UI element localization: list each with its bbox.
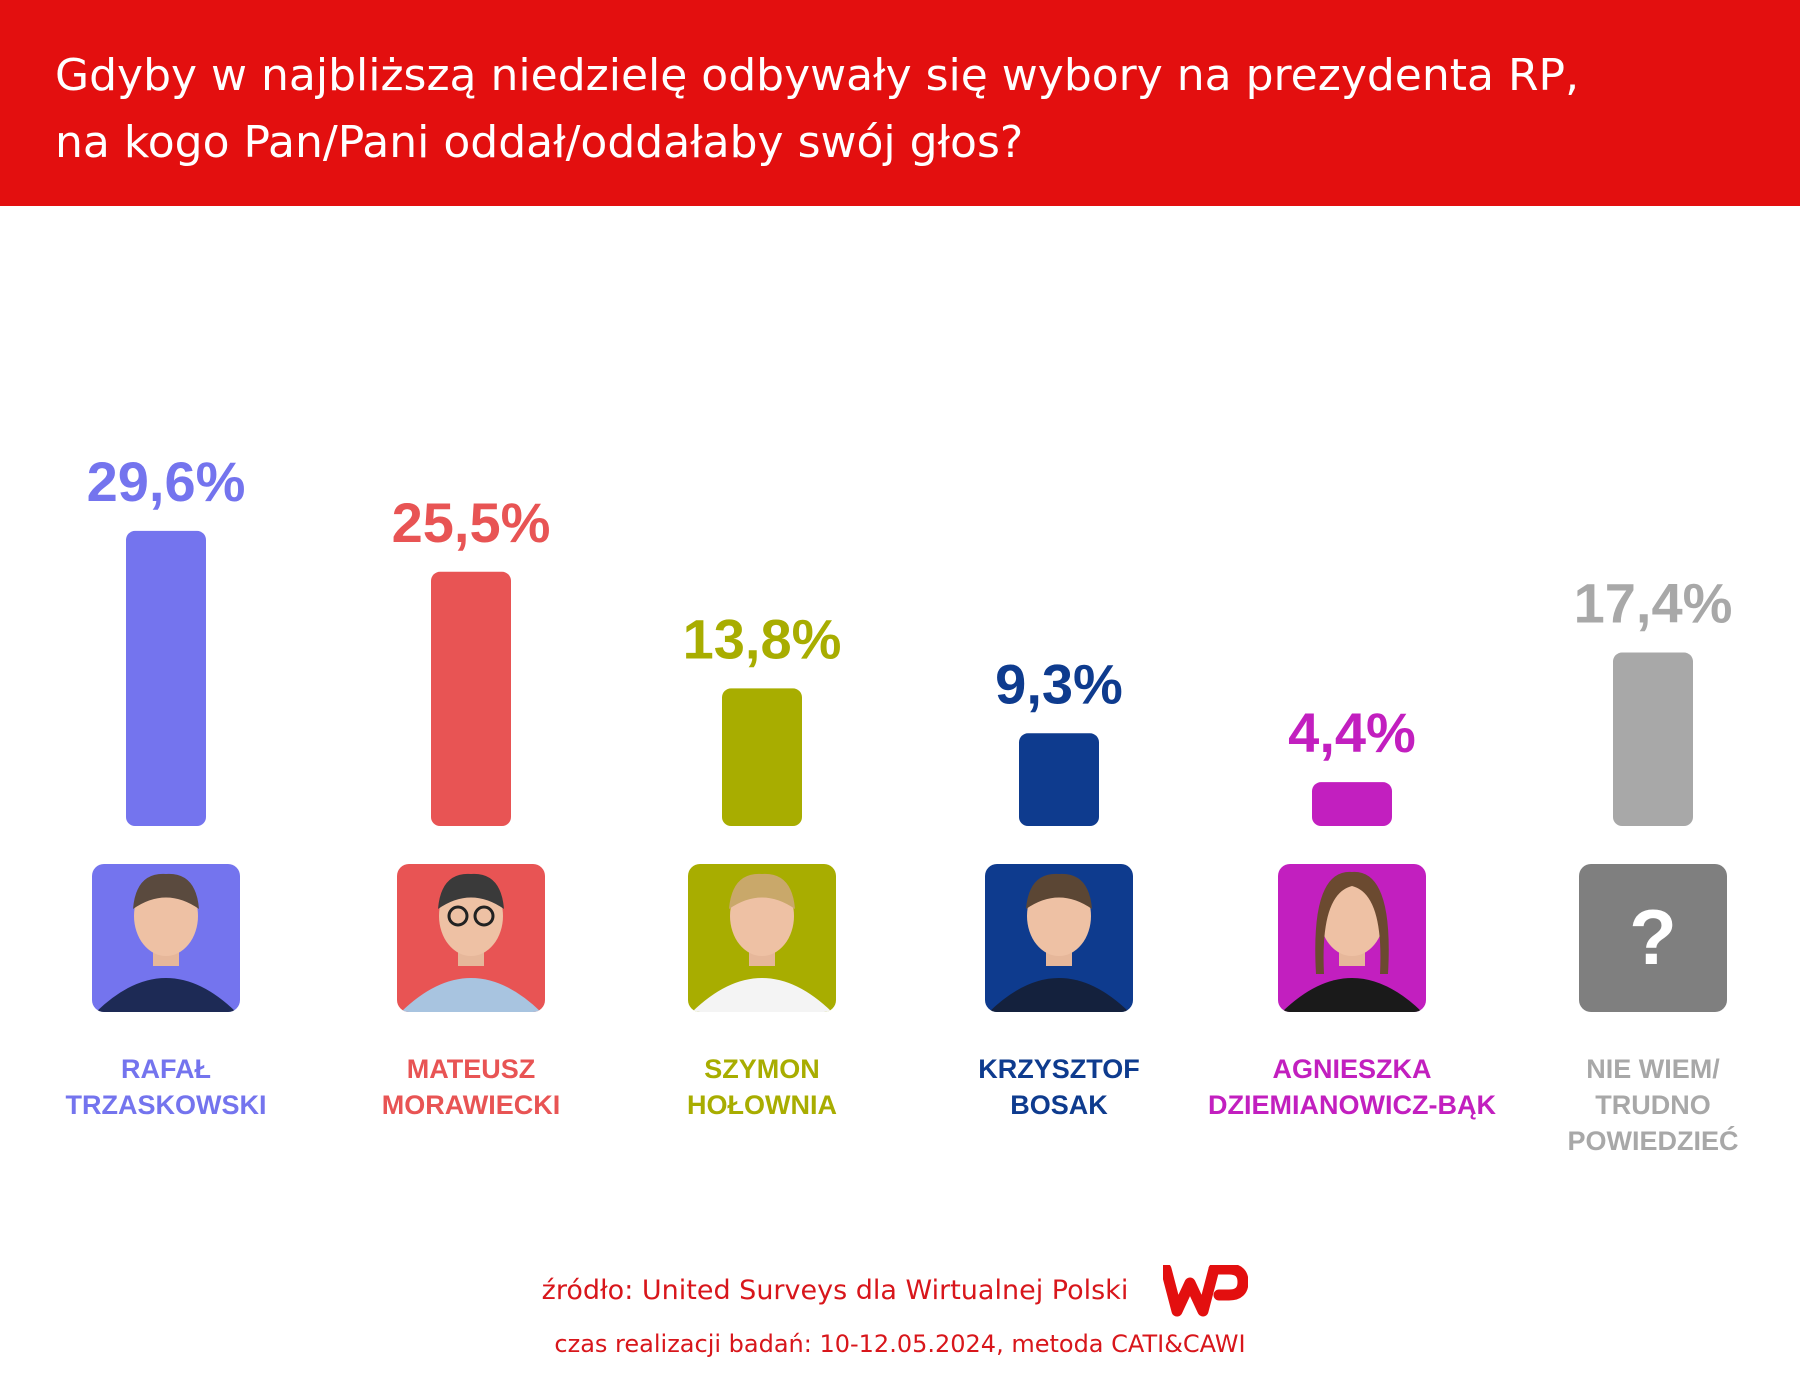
header-banner: Gdyby w najbliższą niedzielę odbywały si… (0, 0, 1800, 206)
category-label-3: KRZYSZTOF BOSAK (978, 1054, 1140, 1120)
value-label-3: 9,3% (995, 652, 1123, 715)
category-label-4: AGNIESZKA DZIEMIANOWICZ-BĄK (1208, 1054, 1496, 1120)
value-label-2: 13,8% (683, 607, 842, 670)
chart-title: Gdyby w najbliższą niedzielę odbywały si… (55, 42, 1755, 176)
bar-5 (1613, 652, 1693, 826)
category-label-2: SZYMON HOŁOWNIA (687, 1054, 837, 1120)
bar-2 (722, 688, 802, 826)
question-mark-icon-5: ? (1579, 864, 1727, 1012)
bar-1 (431, 571, 511, 826)
value-label-4: 4,4% (1288, 701, 1416, 764)
category-label-5: NIE WIEM/TRUDNO POWIEDZIEĆ (1567, 1054, 1738, 1156)
value-label-1: 25,5% (392, 491, 551, 554)
bar-4 (1312, 782, 1392, 826)
wp-logo-icon (1163, 1265, 1248, 1317)
person-photo-icon-0 (92, 864, 240, 1012)
person-photo-icon-1 (397, 864, 545, 1012)
bar-3 (1019, 733, 1099, 826)
value-label-5: 17,4% (1574, 572, 1733, 635)
chart-title-line-1: Gdyby w najbliższą niedzielę odbywały si… (55, 50, 1580, 101)
person-photo-icon-4 (1278, 864, 1426, 1012)
chart-title-line-2: na kogo Pan/Pani oddał/oddałaby swój gło… (55, 117, 1024, 168)
value-label-0: 29,6% (87, 450, 246, 513)
person-photo-icon-2 (688, 864, 836, 1012)
footer-source: źródło: United Surveys dla Wirtualnej Po… (541, 1275, 1129, 1306)
person-photo-icon-3 (985, 864, 1133, 1012)
question-mark-glyph: ? (1629, 893, 1677, 981)
category-label-0: RAFAŁ TRZASKOWSKI (66, 1054, 267, 1120)
bar-0 (126, 530, 206, 826)
category-label-1: MATEUSZ MORAWIECKI (382, 1054, 561, 1120)
footer-time: czas realizacji badań: 10-12.05.2024, me… (554, 1330, 1246, 1358)
